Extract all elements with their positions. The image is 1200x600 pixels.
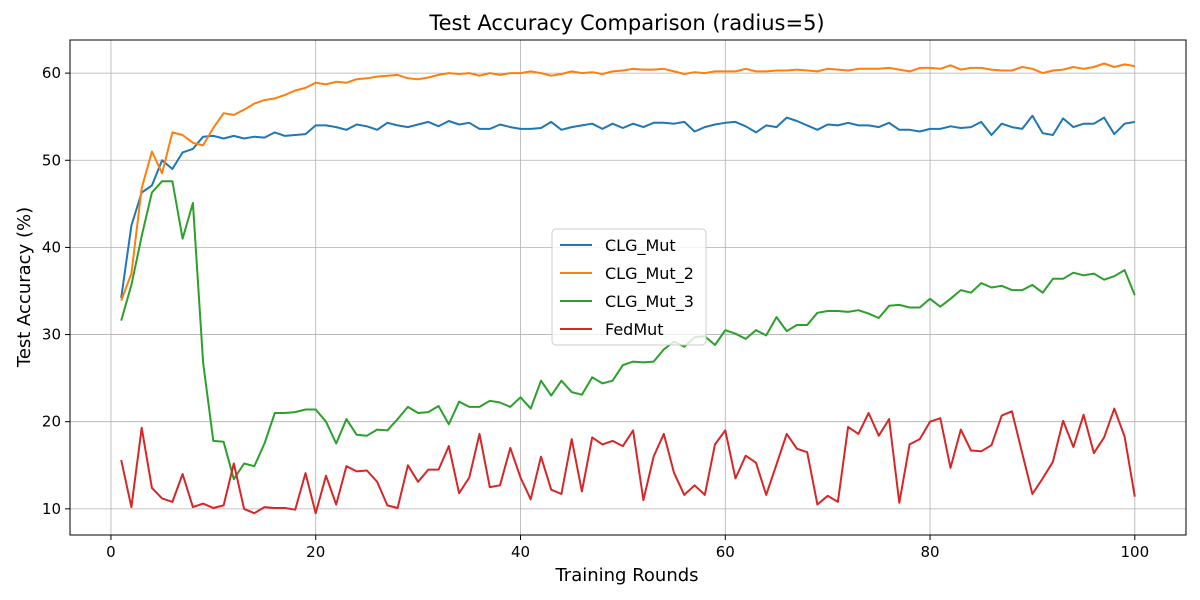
legend: CLG_Mut CLG_Mut_2 CLG_Mut_3 FedMut <box>551 228 707 346</box>
x-tick-label: 80 <box>920 543 939 561</box>
series-group <box>120 62 1136 515</box>
x-tick-label: 100 <box>1120 543 1149 561</box>
y-tick-label: 10 <box>42 500 61 518</box>
y-axis-label: Test Accuracy (%) <box>14 207 35 368</box>
x-tick-label: 0 <box>106 543 116 561</box>
y-tick-label: 30 <box>42 326 61 344</box>
y-tick-label: 50 <box>42 151 61 169</box>
y-tick-label: 40 <box>42 238 61 256</box>
y-axis-ticks: 10 20 30 40 50 60 <box>42 64 70 518</box>
x-tick-label: 40 <box>511 543 530 561</box>
x-axis-ticks: 0 20 40 60 80 100 <box>106 535 1149 561</box>
x-axis-label: Training Rounds <box>554 565 698 586</box>
y-tick-label: 20 <box>42 413 61 431</box>
series-line-clg-mut <box>120 114 1135 299</box>
plot-frame <box>69 39 1187 536</box>
legend-label-clg-mut: CLG_Mut <box>605 236 676 256</box>
chart-title: Test Accuracy Comparison (radius=5) <box>428 11 824 35</box>
series-line-clg-mut-2 <box>120 62 1135 301</box>
x-tick-label: 20 <box>306 543 325 561</box>
legend-box <box>551 228 707 346</box>
series-line-clg-mut-3 <box>120 180 1136 481</box>
legend-label-fedmut: FedMut <box>605 320 664 339</box>
legend-label-clg-mut-3: CLG_Mut_3 <box>605 292 694 312</box>
legend-label-clg-mut-2: CLG_Mut_2 <box>605 264 694 284</box>
y-tick-label: 60 <box>42 64 61 82</box>
x-tick-label: 60 <box>716 543 735 561</box>
series-line-fedmut <box>120 407 1136 515</box>
